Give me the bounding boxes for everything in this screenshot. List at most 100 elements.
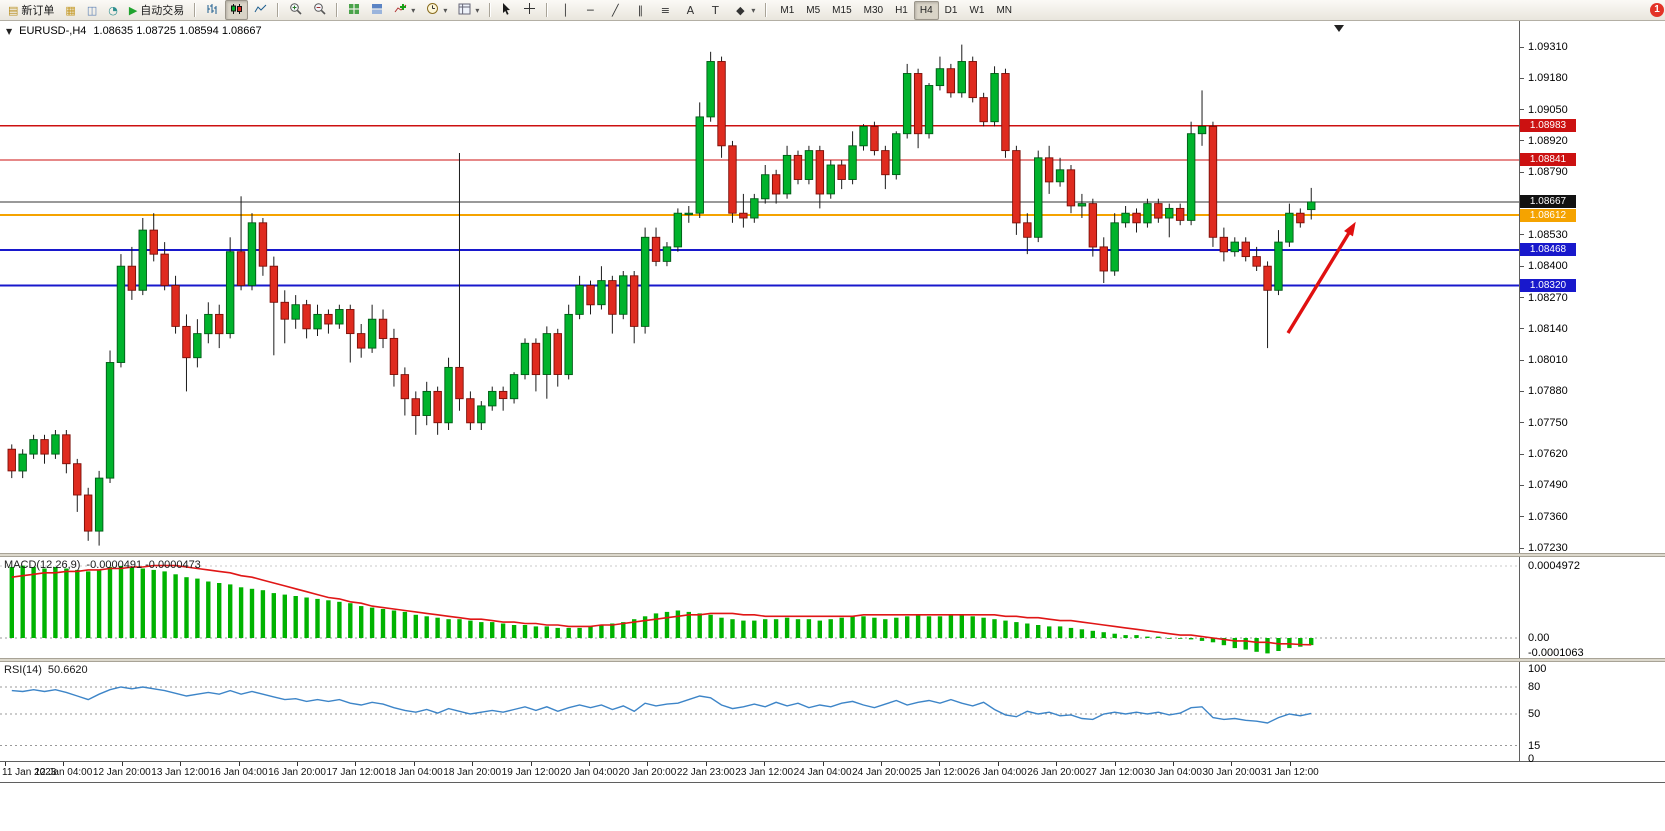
horizontal-line-tool-button[interactable]: ─ [578, 0, 602, 20]
arrange-windows-icon [371, 3, 383, 18]
timeframe-button-m30[interactable]: M30 [863, 4, 884, 16]
toolbar-separator [489, 3, 492, 17]
price-level-badge: 1.08667 [1520, 195, 1576, 209]
symbol-period-label: EURUSD-,H4 [19, 25, 87, 37]
timeframe-button-m15[interactable]: M15 [832, 4, 852, 16]
macd-panel-canvas[interactable] [0, 557, 1519, 658]
price-axis-tick [1520, 516, 1524, 518]
zoom-out-button[interactable] [308, 0, 331, 20]
time-axis-label: 25 Jan 12:00 [910, 767, 969, 778]
rsi-axis-label: 100 [1528, 663, 1547, 675]
templates-button[interactable]: ▾ [453, 0, 484, 20]
vertical-line-tool-button[interactable]: │ [553, 0, 577, 20]
new-order-label: 新订单 [21, 5, 55, 17]
time-axis-tick [1056, 762, 1058, 766]
time-axis-tick [63, 762, 65, 766]
candle-bodies [7, 61, 1316, 532]
main-chart-canvas[interactable] [0, 21, 1519, 553]
trendline-tool-button[interactable]: ╱ [603, 0, 627, 20]
line-chart-button[interactable] [249, 0, 272, 20]
toolbar-separator [336, 3, 339, 17]
channel-icon: ∥ [637, 3, 644, 17]
auto-trading-label: 自动交易 [140, 5, 185, 17]
crosshair-icon [523, 2, 536, 18]
panel-splitter[interactable] [0, 553, 1665, 557]
trend-arrow-annotation[interactable] [1286, 221, 1356, 334]
macd-axis-label: 0.0004972 [1528, 560, 1580, 572]
dropdown-arrow-icon: ▾ [411, 5, 416, 15]
price-axis-tick [1520, 422, 1524, 424]
candlestick-chart-button[interactable] [225, 0, 249, 20]
price-axis-tick [1520, 234, 1524, 236]
one-click-trading-collapse-icon[interactable]: ▼ [6, 26, 13, 36]
time-axis-tick [589, 762, 590, 766]
chart-title: ▼ EURUSD-,H4 1.08635 1.08725 1.08594 1.0… [6, 25, 262, 37]
zoom-in-icon [289, 2, 302, 18]
rsi-line [11, 686, 1312, 724]
time-axis-tick [5, 762, 6, 766]
candle-wicks [11, 44, 1312, 546]
timeframe-button-h1[interactable]: H1 [895, 4, 908, 16]
clock-icon [426, 2, 439, 18]
timeframe-button-d1[interactable]: D1 [944, 4, 958, 16]
time-axis-label: 19 Jan 12:00 [501, 767, 560, 778]
price-axis-tick [1520, 484, 1524, 486]
time-axis-tick [822, 762, 824, 766]
timeframe-group: M1 M5 M15 M30 H1 H4 D1 W1 MN [774, 0, 1018, 20]
add-indicator-button[interactable]: ▾ [389, 0, 420, 20]
shapes-tool-button[interactable]: ◆ ▾ [728, 0, 760, 20]
timeframe-button-m1[interactable]: M1 [780, 4, 795, 16]
time-axis[interactable]: 11 Jan 2023 12 Jan 04:00 12 Jan 20:00 13 Ja… [0, 761, 1665, 782]
bar-chart-button[interactable] [201, 0, 224, 20]
timeframe-button-m5[interactable]: M5 [806, 4, 821, 16]
template-icon [458, 3, 471, 18]
auto-trading-icon: ▶ [128, 3, 138, 17]
ohlc-values: 1.08635 1.08725 1.08594 1.08667 [93, 25, 262, 37]
label-tool-button[interactable]: T [703, 0, 727, 20]
time-axis-tick [297, 762, 298, 766]
navigator-button[interactable]: ◫ [82, 0, 102, 20]
panel-splitter[interactable] [0, 658, 1665, 662]
toolbar-separator [546, 3, 549, 17]
price-level-badge: 1.08612 [1520, 208, 1576, 222]
crosshair-button[interactable] [518, 0, 541, 20]
market-watch-button[interactable]: ▦ [60, 0, 80, 20]
fibonacci-tool-button[interactable]: ≡ [653, 0, 677, 20]
price-level-badge: 1.08468 [1520, 243, 1576, 257]
arrange-windows-button[interactable] [366, 0, 388, 20]
timeframe-button-mn[interactable]: MN [996, 4, 1013, 16]
time-axis-tick [530, 762, 532, 766]
time-axis-label: 20 Jan 20:00 [618, 767, 677, 778]
timeframes-menu-button[interactable]: ▾ [421, 0, 452, 20]
price-axis-label: 1.08530 [1528, 228, 1568, 241]
notification-badge[interactable]: 1 [1650, 3, 1664, 17]
tile-windows-button[interactable] [343, 0, 365, 20]
zoom-in-button[interactable] [284, 0, 307, 20]
price-level-badge: 1.08983 [1520, 119, 1576, 133]
time-axis-label: 24 Jan 04:00 [793, 767, 852, 778]
refresh-button[interactable]: ◔ [103, 0, 123, 20]
rsi-value: 50.6620 [47, 664, 88, 676]
time-axis-tick [647, 762, 649, 766]
price-axis-label: 1.08920 [1528, 134, 1568, 147]
time-axis-label: 27 Jan 12:00 [1085, 767, 1144, 778]
timeframe-button-w1[interactable]: W1 [969, 4, 985, 16]
cursor-icon [501, 2, 512, 18]
cursor-button[interactable] [496, 0, 517, 20]
new-order-button[interactable]: ▤ 新订单 [3, 0, 59, 20]
trendline-icon: ╱ [612, 3, 619, 17]
auto-trading-button[interactable]: ▶ 自动交易 [124, 0, 189, 20]
time-axis-tick [764, 762, 766, 766]
rsi-panel-canvas[interactable] [0, 662, 1519, 761]
price-level-badge: 1.08320 [1520, 278, 1576, 292]
rsi-title: RSI(14) 50.6620 [4, 664, 88, 676]
price-axis[interactable]: 1.09310 1.09180 1.09050 1.08920 1.08790 1.085… [1519, 21, 1665, 765]
vertical-line-icon: │ [562, 3, 569, 17]
channel-tool-button[interactable]: ∥ [628, 0, 652, 20]
toolbar: ▤ 新订单 ▦ ◫ ◔ ▶ 自动交易 ▾ ▾ [0, 0, 1665, 21]
text-tool-button[interactable]: A [678, 0, 702, 20]
add-indicator-icon [394, 2, 407, 18]
timeframe-button-h4[interactable]: H4 [913, 0, 939, 20]
scroll-to-end-marker[interactable] [1334, 25, 1344, 32]
time-axis-tick [121, 762, 123, 766]
